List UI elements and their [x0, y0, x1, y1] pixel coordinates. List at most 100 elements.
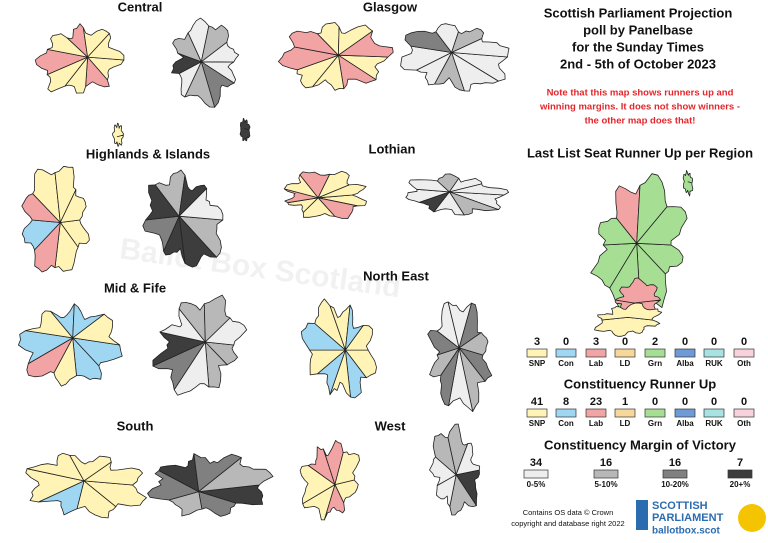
region-title: Mid & Fife — [104, 280, 166, 295]
legend-label: 20+% — [730, 480, 751, 489]
runner-up-area — [50, 303, 75, 339]
margin-area — [434, 52, 465, 92]
region-title: Central — [118, 0, 163, 14]
region-title: Lothian — [369, 141, 416, 156]
title-line: for the Sunday Times — [572, 39, 704, 54]
runner-up-area — [283, 188, 319, 204]
margin-area — [178, 174, 208, 217]
margin-area — [400, 45, 453, 71]
margin-area — [171, 52, 202, 74]
runner-up-area — [34, 222, 61, 273]
legend-swatch — [555, 348, 577, 358]
list-region — [615, 277, 661, 304]
runner-up-area — [307, 446, 336, 486]
logo-text: SCOTTISH — [652, 500, 708, 512]
legend-label: SNP — [529, 419, 546, 428]
legend-label: Con — [558, 359, 574, 368]
runner-up-area — [317, 197, 358, 220]
legend-swatch — [585, 408, 607, 418]
runner-up-area — [316, 349, 346, 396]
runner-up-area — [302, 484, 336, 521]
margin-area — [429, 456, 457, 486]
legend-count: 0 — [652, 396, 658, 408]
legend-label: Lab — [589, 419, 603, 428]
logo: SCOTTISH PARLIAMENT ballotbox.scot — [636, 500, 766, 537]
legend-count: 16 — [600, 457, 612, 469]
margin-area — [184, 61, 216, 108]
legend-swatch — [703, 348, 725, 358]
legend-count: 3 — [534, 336, 540, 348]
runner-up-area — [66, 23, 88, 58]
margin-area — [451, 52, 499, 92]
list-region — [615, 184, 641, 244]
margin-area — [448, 191, 499, 216]
runner-up-area — [288, 30, 339, 56]
margin-area — [447, 423, 469, 476]
legend-label: 5-10% — [594, 480, 617, 489]
runner-up-area — [25, 310, 74, 339]
margin-area — [159, 308, 206, 343]
runner-up-area — [72, 313, 121, 346]
runner-up-area — [54, 222, 79, 272]
title-line: Scottish Parliament Projection — [544, 5, 733, 20]
margin-area — [178, 188, 224, 221]
legend-count: 41 — [531, 396, 543, 408]
margin-area — [458, 332, 489, 356]
runner-up-area — [72, 303, 105, 339]
region-title: North East — [363, 268, 429, 283]
runner-up-area — [314, 298, 346, 351]
legend-swatch — [703, 408, 725, 418]
legend-swatch — [644, 408, 666, 418]
legend-swatch — [674, 408, 696, 418]
margin-area — [435, 23, 459, 53]
legend-swatch — [523, 469, 549, 479]
list-region — [636, 206, 688, 246]
runner-up-area — [344, 349, 367, 399]
legend-count: 16 — [669, 457, 681, 469]
margin-area — [172, 32, 202, 63]
runner-up-area — [344, 304, 364, 351]
margin-area — [448, 183, 510, 196]
legend-swatch — [526, 348, 548, 358]
legend-label: Oth — [737, 419, 751, 428]
legend-swatch — [526, 408, 548, 418]
legend-label: SNP — [529, 359, 546, 368]
runner-up-area — [17, 330, 74, 365]
margin-area — [458, 347, 486, 412]
list-region — [590, 242, 638, 289]
margin-area — [429, 347, 460, 378]
runner-up-area — [337, 54, 389, 81]
runner-up-area — [317, 183, 367, 199]
legend-count: 23 — [590, 396, 602, 408]
legend-count: 0 — [711, 396, 717, 408]
legend-count: 0 — [741, 336, 747, 348]
margin-area — [451, 38, 510, 58]
runner-up-area — [337, 30, 394, 58]
legend-count: 0 — [563, 336, 569, 348]
legend-label: Grn — [648, 359, 662, 368]
margin-area — [435, 474, 457, 507]
legend-count: 34 — [530, 457, 543, 469]
runner-up-area — [26, 337, 74, 378]
runner-up-area — [337, 24, 374, 56]
island — [682, 169, 694, 197]
legend-label: 10-20% — [661, 480, 689, 489]
runner-up-area — [72, 337, 102, 380]
list-region — [636, 173, 668, 244]
title-line: poll by Panelbase — [583, 22, 693, 37]
legend-swatch — [727, 469, 753, 479]
runner-up-area — [299, 465, 336, 505]
runner-up-area — [299, 171, 331, 199]
runner-up-area — [302, 197, 336, 218]
region-title: Highlands & Islands — [86, 146, 210, 161]
title-line: 2nd - 5th of October 2023 — [560, 56, 716, 71]
region-title: Glasgow — [363, 0, 418, 14]
runner-up-area — [83, 27, 110, 58]
legend-swatch — [733, 408, 755, 418]
runner-up-area — [76, 480, 117, 519]
margin-area — [193, 453, 242, 493]
legend-title: Constituency Margin of Victory — [544, 437, 737, 452]
margin-area — [163, 215, 186, 264]
